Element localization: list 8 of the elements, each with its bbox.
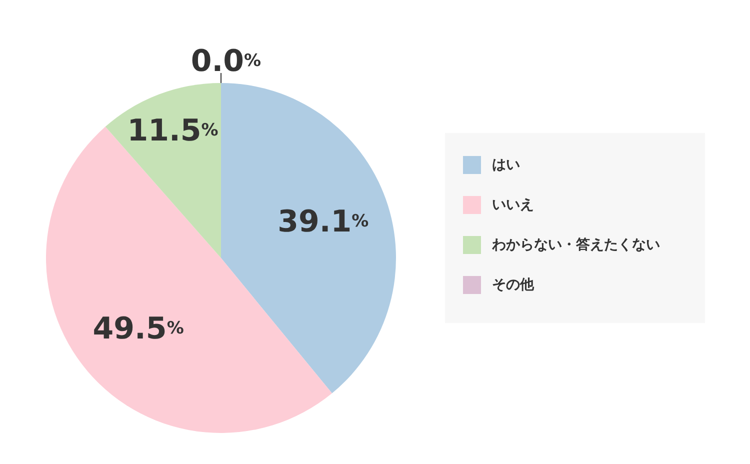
legend-label: はい <box>492 157 520 173</box>
data-label: 39.1% <box>278 204 369 239</box>
legend-label: わからない・答えたくない <box>491 237 660 253</box>
data-label: 49.5% <box>92 310 184 346</box>
legend-label: その他 <box>492 277 535 293</box>
text: 0.0% <box>190 44 262 78</box>
legend-label: いいえ <box>492 197 534 213</box>
data-label: 11.5% <box>127 112 218 148</box>
